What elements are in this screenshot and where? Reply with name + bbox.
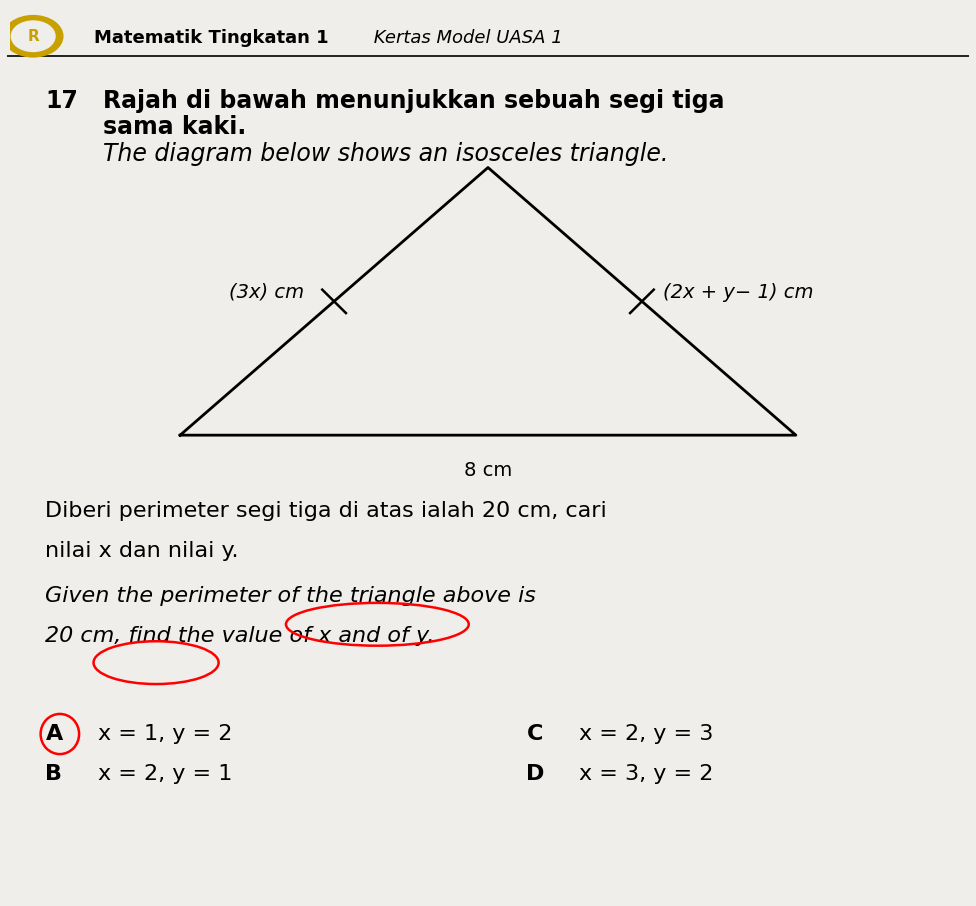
Text: x = 2, y = 3: x = 2, y = 3 (580, 724, 713, 744)
Text: B: B (46, 764, 62, 785)
Text: Given the perimeter of the triangle above is: Given the perimeter of the triangle abov… (46, 586, 536, 606)
Text: (3x) cm: (3x) cm (229, 283, 305, 302)
Text: sama kaki.: sama kaki. (103, 115, 246, 140)
Text: C: C (526, 724, 543, 744)
Text: D: D (526, 764, 545, 785)
Circle shape (12, 21, 55, 52)
Text: 20 cm, find the value of x and of y.: 20 cm, find the value of x and of y. (46, 626, 435, 646)
Text: 8 cm: 8 cm (464, 461, 512, 480)
Text: x = 3, y = 2: x = 3, y = 2 (580, 764, 713, 785)
Text: R: R (27, 29, 39, 43)
Text: Matematik Tingkatan 1: Matematik Tingkatan 1 (94, 29, 328, 47)
Text: Rajah di bawah menunjukkan sebuah segi tiga: Rajah di bawah menunjukkan sebuah segi t… (103, 89, 724, 112)
Text: 17: 17 (46, 89, 78, 112)
Text: Diberi perimeter segi tiga di atas ialah 20 cm, cari: Diberi perimeter segi tiga di atas ialah… (46, 501, 607, 521)
Text: x = 2, y = 1: x = 2, y = 1 (99, 764, 232, 785)
Circle shape (4, 15, 62, 57)
Text: The diagram below shows an isosceles triangle.: The diagram below shows an isosceles tri… (103, 142, 669, 166)
Text: (2x + y− 1) cm: (2x + y− 1) cm (663, 283, 813, 302)
Text: x = 1, y = 2: x = 1, y = 2 (99, 724, 232, 744)
Text: nilai x dan nilai y.: nilai x dan nilai y. (46, 541, 239, 561)
Text: A: A (46, 724, 62, 744)
Text: Kertas Model UASA 1: Kertas Model UASA 1 (368, 29, 562, 47)
